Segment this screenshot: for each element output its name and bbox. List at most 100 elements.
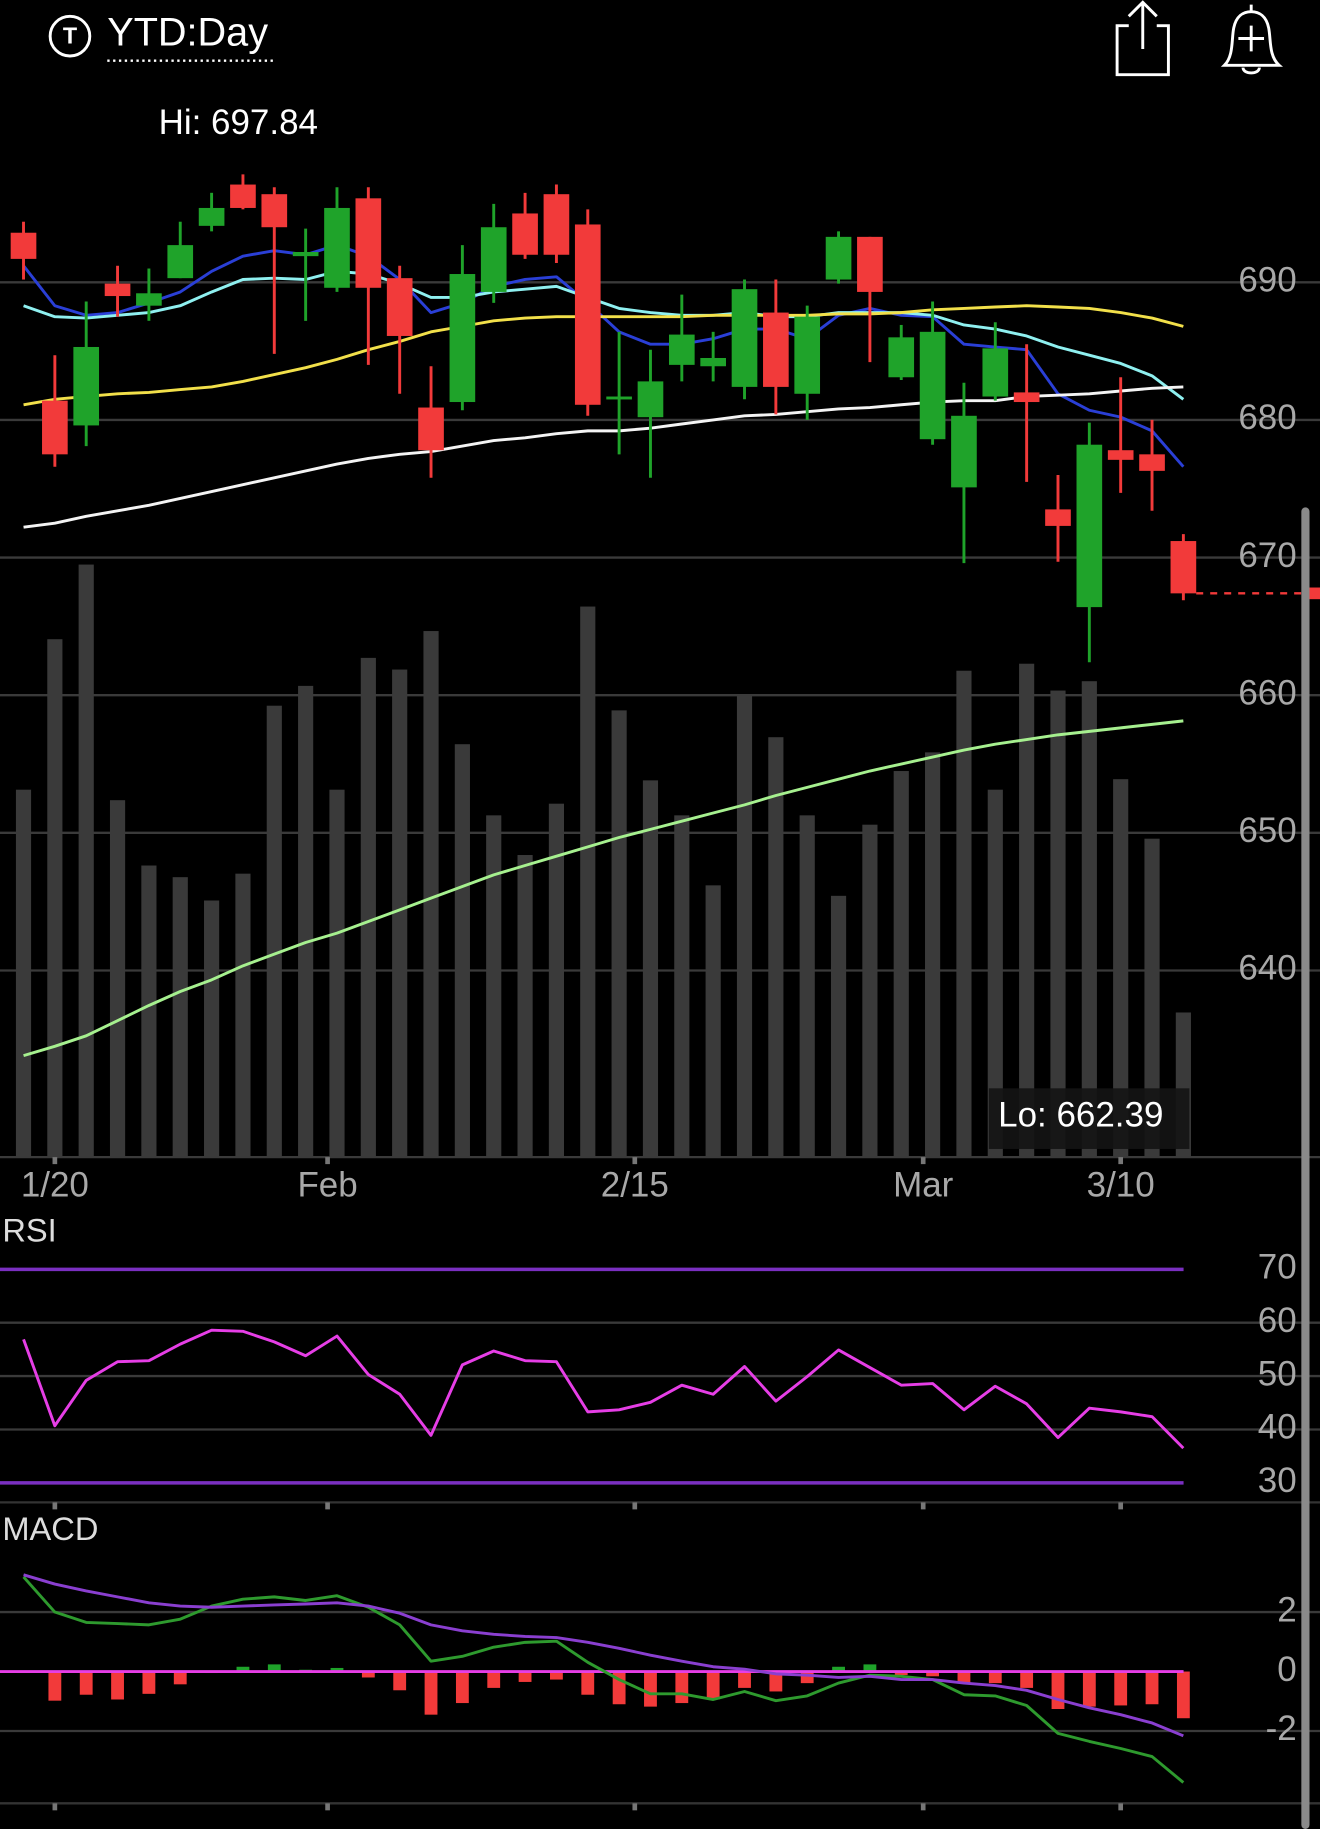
candle-body bbox=[763, 312, 789, 387]
y-tick-label: 2 bbox=[1277, 1590, 1296, 1629]
share-icon bbox=[1115, 24, 1170, 77]
volume-bar bbox=[15, 789, 32, 1158]
histogram-bar bbox=[1176, 1671, 1190, 1719]
alert-button[interactable] bbox=[1220, 4, 1284, 75]
histogram-bar bbox=[142, 1671, 156, 1694]
candle-body bbox=[230, 184, 256, 208]
volume-bar bbox=[768, 737, 784, 1158]
histogram-bar bbox=[1114, 1671, 1128, 1706]
histogram-bar bbox=[832, 1666, 845, 1672]
candle-body bbox=[919, 331, 946, 440]
histogram-bar bbox=[173, 1671, 187, 1685]
histogram-bar bbox=[424, 1671, 438, 1715]
y-tick-label: 30 bbox=[1258, 1461, 1297, 1500]
volume-bar bbox=[298, 685, 314, 1158]
histogram-bar bbox=[550, 1671, 563, 1680]
y-tick-label: 0 bbox=[1277, 1650, 1296, 1689]
candle-body bbox=[888, 337, 915, 378]
candle-body bbox=[794, 316, 821, 394]
moving-average bbox=[23, 385, 1184, 529]
volume-bar bbox=[580, 606, 596, 1158]
volume-bar bbox=[329, 789, 345, 1158]
histogram-bar bbox=[1082, 1671, 1096, 1707]
pane-title: RSI bbox=[2, 1212, 56, 1249]
volume-bar bbox=[799, 815, 815, 1158]
scrollbar[interactable] bbox=[1301, 507, 1310, 1829]
volume-bar bbox=[893, 771, 909, 1158]
candle-body bbox=[449, 274, 476, 403]
volume-bar bbox=[1113, 779, 1129, 1158]
volume-bar bbox=[956, 670, 972, 1158]
rsi-line bbox=[22, 1328, 1185, 1450]
pane-title: MACD bbox=[2, 1510, 98, 1547]
volume-bar bbox=[987, 789, 1003, 1158]
histogram-bar bbox=[894, 1671, 908, 1676]
candle-body bbox=[543, 194, 570, 255]
volume-bar bbox=[1019, 663, 1035, 1158]
volume-bar bbox=[862, 824, 878, 1158]
candle-body bbox=[1076, 444, 1103, 608]
icon-glyph: T bbox=[63, 22, 77, 48]
volume-bar bbox=[204, 900, 220, 1158]
volume-bar bbox=[642, 780, 659, 1158]
candle-body bbox=[512, 213, 538, 255]
volume-bar bbox=[548, 803, 565, 1158]
y-tick-label: 640 bbox=[1238, 949, 1296, 988]
volume-bar bbox=[423, 631, 439, 1158]
x-tick-label: 3/10 bbox=[1087, 1166, 1155, 1205]
y-tick-label: 60 bbox=[1258, 1301, 1297, 1340]
histogram-bar bbox=[236, 1666, 250, 1672]
volume-bar bbox=[705, 885, 721, 1158]
x-tick-label: Mar bbox=[893, 1166, 954, 1205]
candle-body bbox=[104, 283, 131, 297]
histogram-bar bbox=[1020, 1671, 1034, 1688]
volume-bar bbox=[1050, 690, 1066, 1158]
bell-icon bbox=[1220, 10, 1284, 67]
candle-body bbox=[198, 207, 225, 226]
histogram-bar bbox=[455, 1671, 469, 1704]
candle-body bbox=[606, 396, 632, 400]
histogram-bar bbox=[706, 1671, 720, 1700]
candle-body bbox=[1013, 392, 1040, 403]
volume-bar bbox=[109, 800, 126, 1158]
volume-bar bbox=[392, 669, 408, 1158]
low-label: Lo: 662.39 bbox=[998, 1096, 1163, 1135]
share-button[interactable] bbox=[1115, 0, 1170, 77]
candle-body bbox=[731, 289, 758, 387]
candle-body bbox=[42, 400, 68, 455]
candle-body bbox=[857, 236, 883, 292]
y-tick-label: 40 bbox=[1258, 1408, 1297, 1447]
low-label-bg bbox=[988, 1088, 1190, 1149]
y-tick-label: 50 bbox=[1258, 1354, 1297, 1393]
moving-average bbox=[23, 304, 1184, 407]
candle-body bbox=[324, 207, 350, 288]
candle-body bbox=[1139, 454, 1165, 471]
histogram-bar bbox=[1051, 1671, 1065, 1710]
histogram-bar bbox=[800, 1671, 814, 1684]
candle-body bbox=[825, 236, 852, 280]
histogram-bar bbox=[79, 1671, 93, 1695]
candle-body bbox=[574, 224, 601, 405]
candle-body bbox=[700, 357, 726, 367]
y-tick-label: -2 bbox=[1266, 1709, 1297, 1748]
candle-body bbox=[73, 346, 100, 426]
histogram-bar bbox=[361, 1671, 375, 1678]
histogram-bar bbox=[111, 1671, 124, 1700]
title-button[interactable]: T YTD:Day bbox=[48, 10, 276, 62]
period-title[interactable]: YTD:Day bbox=[107, 10, 268, 54]
macd-line bbox=[23, 1573, 1184, 1738]
histogram-bar bbox=[926, 1671, 940, 1677]
volume-bar bbox=[830, 895, 847, 1158]
histogram-bar bbox=[267, 1664, 281, 1672]
volume-bar bbox=[360, 657, 376, 1158]
candle-body bbox=[637, 381, 664, 418]
histogram-bar bbox=[675, 1671, 689, 1704]
histogram-bar bbox=[487, 1671, 501, 1688]
x-tick-label: 2/15 bbox=[601, 1166, 669, 1205]
volume-bar bbox=[235, 873, 251, 1158]
info-icon bbox=[48, 14, 92, 58]
candle-body bbox=[355, 198, 382, 288]
volume-average bbox=[23, 719, 1184, 1058]
